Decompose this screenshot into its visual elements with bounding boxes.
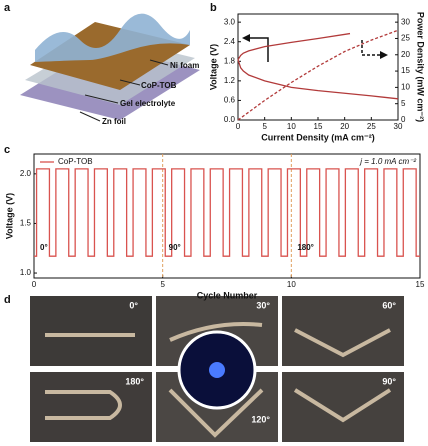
y-tick-label: 1.0 xyxy=(20,268,32,277)
angle-label: 90° xyxy=(169,243,181,252)
photo-label: 0° xyxy=(129,300,138,310)
photo-grid xyxy=(30,296,404,442)
panel-label: c xyxy=(4,144,10,156)
x-tick-label: 15 xyxy=(416,280,425,289)
photo-label: 120° xyxy=(251,414,270,424)
y-tick-label: 0.0 xyxy=(224,115,236,124)
photo-label: 90° xyxy=(382,376,396,386)
legend-label: CoP-TOB xyxy=(58,157,93,166)
y2-tick-label: 5 xyxy=(401,99,406,108)
data-line xyxy=(34,168,420,257)
plot-frame xyxy=(33,153,421,279)
y2-tick-label: 25 xyxy=(401,34,410,43)
x-tick-label: 25 xyxy=(367,122,376,131)
y-tick-label: 1.8 xyxy=(224,56,236,65)
y2-tick-label: 20 xyxy=(401,50,410,59)
angle-label: 180° xyxy=(297,243,314,252)
x-axis-label: Current Density (mA cm⁻²) xyxy=(261,132,374,142)
x-tick-label: 15 xyxy=(314,122,323,131)
axis-arrows xyxy=(242,34,388,62)
photo-label: 60° xyxy=(382,300,396,310)
x-tick-label: 0 xyxy=(32,280,37,289)
plot-frame xyxy=(237,13,399,121)
y2-tick-label: 30 xyxy=(401,17,410,26)
data-line xyxy=(237,29,399,121)
x-tick-label: 5 xyxy=(262,122,267,131)
x-tick-label: 10 xyxy=(287,280,296,289)
y2-tick-label: 10 xyxy=(401,82,410,91)
panel-label: b xyxy=(210,2,217,14)
diagram-label: Gel electrolyte xyxy=(120,99,176,108)
y-axis-label: Voltage (V) xyxy=(208,44,218,90)
photo-label: 180° xyxy=(125,376,144,386)
diagram-label: Zn foil xyxy=(102,117,126,126)
panel-label: d xyxy=(4,294,11,306)
data-line xyxy=(237,32,351,61)
annotation: j = 1.0 mA cm⁻² xyxy=(359,157,416,166)
y-tick-label: 0.6 xyxy=(224,96,236,105)
y-tick-label: 3.0 xyxy=(224,17,236,26)
y2-axis-label: Power Density (mW cm⁻²) xyxy=(416,12,426,122)
data-line xyxy=(237,59,399,100)
photo-label: 30° xyxy=(256,300,270,310)
x-tick-label: 30 xyxy=(394,122,403,131)
y-tick-label: 2.4 xyxy=(224,37,236,46)
panel-label: a xyxy=(4,2,11,14)
y-tick-label: 1.2 xyxy=(224,76,236,85)
diagram-label: Ni foam xyxy=(170,61,199,70)
x-axis-label: Cycle Number xyxy=(197,290,258,300)
x-tick-label: 20 xyxy=(340,122,349,131)
diagram-label: CoP-TOB xyxy=(141,81,177,90)
y2-tick-label: 15 xyxy=(401,66,410,75)
angle-label: 0° xyxy=(40,243,48,252)
x-tick-label: 0 xyxy=(236,122,241,131)
y-axis-label: Voltage (V) xyxy=(4,193,14,239)
y-tick-label: 1.5 xyxy=(20,219,32,228)
x-tick-label: 10 xyxy=(287,122,296,131)
x-tick-label: 5 xyxy=(160,280,165,289)
y-tick-label: 2.0 xyxy=(20,169,32,178)
y2-tick-label: 0 xyxy=(401,115,406,124)
layer-diagram xyxy=(20,13,200,122)
